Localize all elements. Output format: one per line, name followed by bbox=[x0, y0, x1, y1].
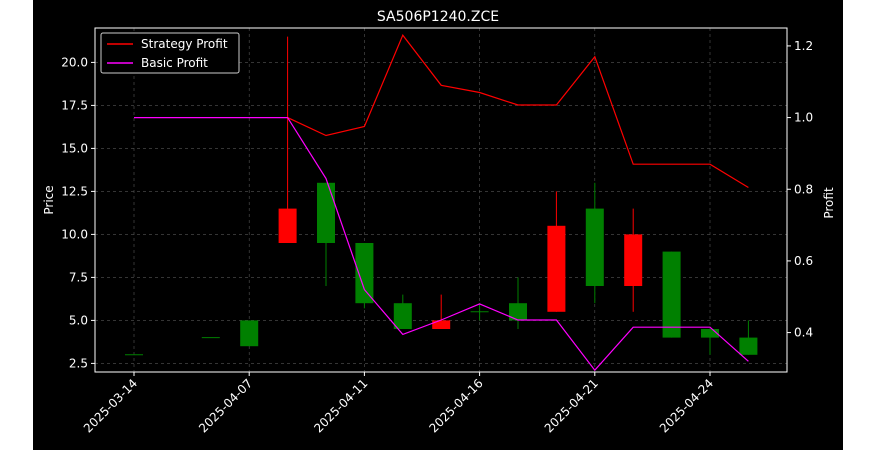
candle-body bbox=[240, 320, 259, 347]
price-tick-label: 15.0 bbox=[61, 141, 88, 155]
profit-tick-label: 0.6 bbox=[794, 254, 813, 268]
legend-box bbox=[100, 32, 240, 74]
price-tick-label: 7.5 bbox=[69, 270, 88, 284]
candle-body bbox=[432, 320, 451, 329]
legend: Strategy Profit Basic Profit bbox=[100, 32, 240, 74]
candle-body bbox=[547, 225, 566, 312]
profit-axis: 0.4 0.6 0.8 1.0 1.2 bbox=[787, 39, 813, 340]
date-axis: 2025-03-14 2025-04-07 2025-04-11 2025-04-16… bbox=[81, 372, 716, 435]
profit-tick-label: 0.4 bbox=[794, 326, 813, 340]
date-tick-label: 2025-04-11 bbox=[311, 376, 370, 435]
date-tick-label: 2025-04-07 bbox=[196, 376, 255, 435]
candles bbox=[125, 36, 758, 373]
price-axis: 2.5 5.0 7.5 10.0 12.5 15.0 17.5 20.0 bbox=[61, 55, 95, 370]
legend-label-basic-profit: Basic Profit bbox=[141, 56, 208, 70]
candle-body bbox=[317, 182, 335, 243]
profit-lines bbox=[134, 34, 749, 372]
chart-title: SA506P1240.ZCE bbox=[377, 9, 499, 25]
candle-body bbox=[662, 251, 681, 338]
legend-label-strategy-profit: Strategy Profit bbox=[141, 37, 228, 51]
price-tick-label: 20.0 bbox=[61, 55, 88, 69]
candlestick-chart: SA506P1240.ZCE 2.5 5.0 7.5 10.0 12.5 15.0 17.5… bbox=[42, 9, 836, 435]
candle-body bbox=[393, 303, 412, 329]
profit-tick-label: 0.8 bbox=[794, 182, 813, 196]
price-tick-label: 2.5 bbox=[69, 356, 88, 370]
price-tick-label: 5.0 bbox=[69, 313, 88, 327]
candle-body bbox=[624, 234, 643, 286]
candle-body bbox=[701, 329, 719, 338]
price-axis-label: Price bbox=[42, 185, 56, 214]
candle-body bbox=[355, 243, 374, 304]
date-tick-label: 2025-03-14 bbox=[81, 376, 140, 435]
date-tick-label: 2025-04-24 bbox=[657, 376, 716, 435]
candle-body bbox=[739, 337, 758, 355]
profit-tick-label: 1.2 bbox=[794, 39, 813, 53]
candle-body bbox=[278, 208, 297, 243]
chart-figure: SA506P1240.ZCE 2.5 5.0 7.5 10.0 12.5 15.0 17.5… bbox=[33, 0, 843, 450]
price-tick-label: 12.5 bbox=[61, 184, 88, 198]
series-line-strategy-profit bbox=[287, 34, 749, 189]
date-tick-label: 2025-04-21 bbox=[542, 376, 601, 435]
profit-axis-label: Profit bbox=[822, 187, 836, 219]
candle-body bbox=[509, 303, 527, 321]
date-tick-label: 2025-04-16 bbox=[427, 376, 486, 435]
plot-frame bbox=[94, 27, 788, 373]
series-line-basic-profit bbox=[134, 116, 749, 372]
candle-body bbox=[585, 208, 604, 286]
price-tick-label: 10.0 bbox=[61, 227, 88, 241]
profit-tick-label: 1.0 bbox=[794, 111, 813, 125]
price-tick-label: 17.5 bbox=[61, 98, 88, 112]
